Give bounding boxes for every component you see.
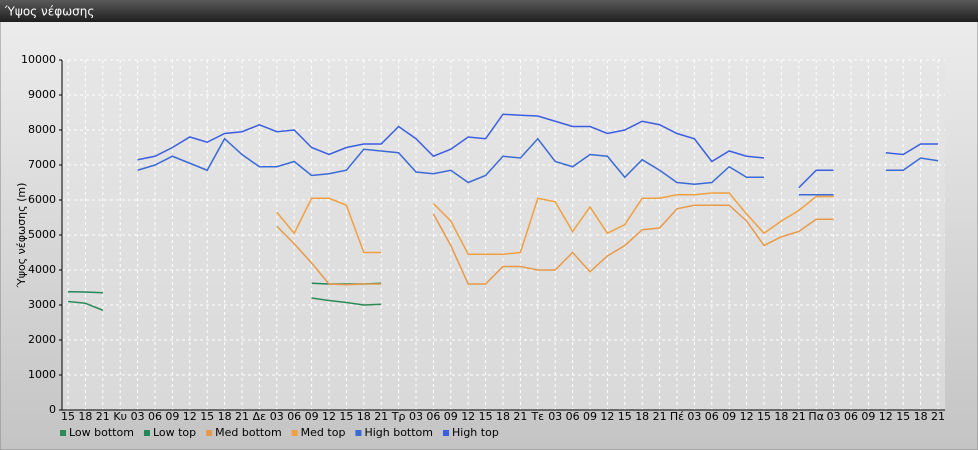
x-tick-label: 12 [461,410,475,423]
header [0,0,978,22]
x-tick-label: 06 [148,410,162,423]
x-tick-label: 12 [740,410,754,423]
x-tick-label: Τε [530,410,544,423]
x-tick-label: 15 [479,410,493,423]
x-tick-label: 18 [635,410,649,423]
x-tick-label: 12 [322,410,336,423]
y-tick-label: 2000 [28,333,56,346]
x-tick-label: 21 [96,410,110,423]
series-line [276,192,834,255]
x-tick-label: 21 [653,410,667,423]
x-tick-label: 18 [496,410,510,423]
x-tick-label: 09 [722,410,736,423]
x-tick-label: 15 [757,410,771,423]
x-tick-label: 06 [566,410,580,423]
legend-swatch [355,430,362,436]
x-tick-label: 09 [165,410,179,423]
x-tick-label: 18 [78,410,92,423]
x-tick-label: Κυ [113,410,127,423]
x-tick-label: 03 [270,410,284,423]
x-tick-label: 03 [409,410,423,423]
x-tick-label: 21 [513,410,527,423]
y-tick-label: 4000 [28,263,56,276]
legend-swatch [206,430,213,436]
x-tick-label: 12 [600,410,614,423]
x-tick-label: 15 [61,410,75,423]
y-tick-label: 9000 [28,88,56,101]
legend-swatch [291,430,298,436]
x-tick-label: 06 [705,410,719,423]
x-tick-label: 21 [931,410,945,423]
x-tick-label: 18 [914,410,928,423]
x-tick-label: 21 [235,410,249,423]
x-tick-label: Δε [253,410,267,423]
x-tick-label: 09 [305,410,319,423]
x-tick-label: 15 [896,410,910,423]
x-tick-label: 21 [792,410,806,423]
series-line [137,113,938,189]
x-tick-label: 06 [426,410,440,423]
y-tick-label: 10000 [21,53,56,66]
x-tick-label: 15 [200,410,214,423]
legend-swatch [443,430,449,436]
legend-label: Low bottom [69,426,134,439]
x-tick-label: 09 [861,410,875,423]
x-tick-label: 18 [357,410,371,423]
x-tick-label: 03 [687,410,701,423]
x-tick-label: 21 [374,410,388,423]
y-tick-label: 0 [49,403,56,416]
legend-swatch [60,430,66,436]
x-tick-label: 06 [844,410,858,423]
series-line [67,297,382,311]
x-tick-label: 03 [548,410,562,423]
y-tick-label: 7000 [28,158,56,171]
legend-label: Low top [153,426,196,439]
x-tick-label: Πα [808,410,824,423]
x-tick-label: 12 [183,410,197,423]
x-tick-label: 15 [339,410,353,423]
x-tick-label: 09 [444,410,458,423]
x-tick-label: 09 [583,410,597,423]
series-line [276,204,834,286]
x-tick-label: Πέ [670,410,684,423]
legend-swatch [143,430,150,436]
chart-title: Ύψος νέφωσης [4,5,94,19]
x-tick-label: 12 [879,410,893,423]
legend-label: Med top [301,426,346,439]
legend-label: Med bottom [215,426,282,439]
x-tick-label: 06 [287,410,301,423]
y-tick-label: 6000 [28,193,56,206]
x-tick-label: 03 [131,410,145,423]
x-tick-label: 03 [827,410,841,423]
y-tick-label: 8000 [28,123,56,136]
series-line [137,137,939,196]
y-tick-label: 1000 [28,368,56,381]
legend-label: High bottom [364,426,433,439]
y-tick-label: 3000 [28,298,56,311]
x-tick-label: 18 [774,410,788,423]
x-tick-label: 18 [218,410,232,423]
y-axis-label: Ύψος νέφωσης (m) [15,183,28,289]
y-tick-label: 5000 [28,228,56,241]
x-tick-label: 15 [618,410,632,423]
legend-label: High top [452,426,499,439]
x-tick-label: Τρ [391,410,406,423]
